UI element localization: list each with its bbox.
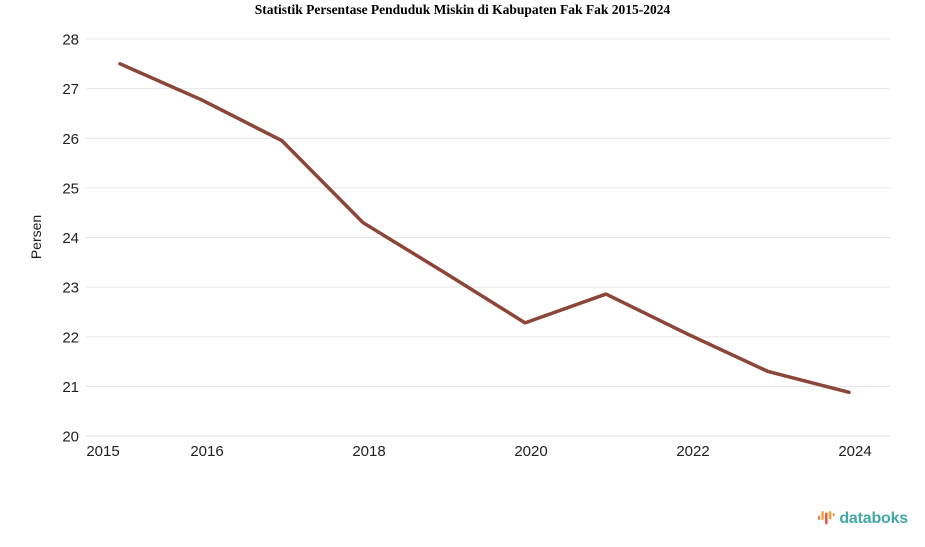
x-tick-label: 2016 (190, 443, 223, 460)
x-tick-label: 2024 (838, 443, 871, 460)
databoks-logo: databoks (818, 509, 908, 528)
y-tick-label: 25 (62, 180, 79, 197)
x-tick-label: 2018 (352, 443, 385, 460)
x-tick-label: 2022 (676, 443, 709, 460)
y-tick-label: 20 (62, 429, 79, 446)
data-line (118, 62, 851, 395)
y-tick-label: 28 (62, 32, 79, 49)
y-tick-label: 27 (62, 81, 79, 98)
chart-title: Statistik Persentase Penduduk Miskin di … (254, 2, 671, 17)
equalizer-bars-icon (818, 511, 835, 525)
y-tick-label: 26 (62, 131, 79, 148)
y-tick-label: 21 (62, 379, 79, 396)
x-tick-label: 2015 (86, 443, 119, 460)
y-tick-label: 23 (62, 280, 79, 297)
databoks-wordmark: databoks (839, 509, 908, 527)
x-tick-label: 2020 (514, 443, 547, 460)
y-tick-label: 24 (62, 230, 79, 247)
y-axis-title: Persen (28, 215, 44, 259)
line-chart: 20 21 22 23 24 25 26 27 28 2015 2016 2018 2020 2022 20… (28, 32, 890, 460)
y-tick-label: 22 (62, 329, 79, 346)
